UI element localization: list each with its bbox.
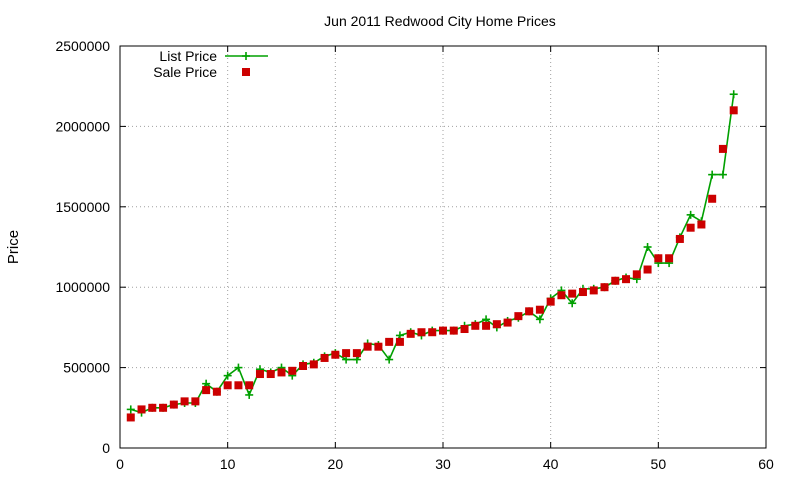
sale-price-point	[708, 194, 717, 203]
x-tick-label: 60	[758, 456, 774, 472]
sale-price-point	[654, 254, 663, 263]
sale-price-point	[309, 360, 318, 369]
sale-price-point	[277, 368, 286, 377]
sale-price-point	[223, 381, 232, 390]
legend-sale-price-swatch	[242, 68, 250, 76]
sale-price-point	[180, 397, 189, 406]
x-tick-label: 10	[220, 456, 236, 472]
list-price-point	[245, 390, 254, 399]
sale-price-point	[266, 370, 275, 379]
sale-price-point	[428, 328, 437, 337]
sale-price-point	[299, 361, 308, 370]
list-price-point	[729, 90, 738, 99]
sale-price-point	[352, 349, 361, 358]
list-price-point	[718, 170, 727, 179]
sale-price-point	[374, 342, 383, 351]
sale-price-point	[363, 342, 372, 351]
sale-price-point	[439, 326, 447, 335]
legend-sale-price-label: Sale Price	[153, 64, 217, 80]
list-price-point	[568, 299, 577, 308]
sale-price-point	[697, 220, 706, 229]
sale-price-point	[568, 289, 577, 298]
sale-price-point	[395, 337, 404, 346]
sale-price-point	[449, 326, 458, 335]
list-price-point	[535, 315, 544, 324]
sale-price-point	[406, 329, 415, 338]
sale-price-point	[632, 270, 641, 279]
sale-price-point	[245, 381, 254, 390]
sale-price-point	[622, 275, 631, 284]
legend-list-price-swatch	[225, 52, 268, 60]
plot-frame	[119, 45, 767, 449]
sale-price-point	[589, 286, 598, 295]
y-tick-label: 0	[102, 440, 110, 456]
sale-price-point	[514, 312, 523, 321]
y-tick-label: 2000000	[55, 118, 110, 134]
sale-price-point	[255, 370, 264, 379]
sale-price-point	[471, 321, 480, 330]
sale-price-point	[600, 283, 609, 292]
y-tick-label: 2500000	[55, 38, 110, 54]
series-layer	[126, 90, 738, 422]
sale-price-point	[385, 337, 394, 346]
sale-price-point	[718, 144, 727, 153]
sale-price-point	[482, 321, 491, 330]
sale-price-point	[665, 254, 674, 263]
sale-price-point	[212, 387, 221, 396]
sale-price-point	[535, 305, 544, 314]
sale-price-point	[675, 234, 684, 243]
x-tick-label: 40	[543, 456, 559, 472]
sale-price-point	[729, 106, 738, 115]
x-tick-label: 50	[651, 456, 667, 472]
sale-price-point	[202, 386, 211, 395]
sale-price-point	[492, 320, 501, 329]
x-tick-label: 30	[435, 456, 451, 472]
sale-price-point	[546, 297, 555, 306]
list-price-point	[686, 210, 695, 219]
list-price-point	[126, 405, 135, 414]
list-price-point	[385, 355, 394, 364]
y-tick-label: 1000000	[55, 279, 110, 295]
sale-price-point	[137, 405, 146, 414]
list-price-point	[234, 363, 243, 372]
sale-price-point	[557, 291, 566, 300]
sale-price-point	[169, 400, 178, 409]
sale-price-point	[331, 350, 340, 359]
sale-price-point	[611, 276, 620, 285]
y-tick-label: 500000	[63, 360, 110, 376]
list-price-line	[130, 94, 735, 414]
sale-price-point	[159, 403, 168, 412]
sale-price-point	[578, 288, 587, 297]
sale-price-point	[288, 366, 297, 375]
sale-price-point	[525, 307, 534, 316]
sale-price-point	[234, 381, 243, 390]
grid-layer	[120, 46, 766, 448]
sale-price-point	[342, 349, 351, 358]
sale-price-point	[503, 318, 512, 327]
legend-list-marker	[242, 52, 250, 60]
chart-title: Jun 2011 Redwood City Home Prices	[324, 13, 556, 29]
x-tick-label: 20	[328, 456, 344, 472]
sale-price-point	[126, 413, 135, 422]
sale-price-point	[643, 265, 652, 274]
list-price-point	[643, 243, 652, 251]
y-tick-label: 1500000	[55, 199, 110, 215]
legend-list-price-label: List Price	[159, 48, 217, 64]
sale-price-point	[148, 403, 157, 412]
x-tick-label: 0	[116, 456, 124, 472]
list-price-point	[223, 371, 232, 380]
list-price-point	[708, 170, 717, 179]
legend-sale-marker	[242, 68, 250, 76]
sale-price-point	[320, 353, 329, 362]
sale-price-point	[460, 325, 469, 334]
sale-price-point	[686, 223, 695, 232]
legend: List Price Sale Price	[153, 48, 268, 80]
y-axis-label: Price	[5, 230, 22, 264]
sale-price-point	[417, 328, 426, 337]
sale-price-point	[191, 397, 200, 406]
